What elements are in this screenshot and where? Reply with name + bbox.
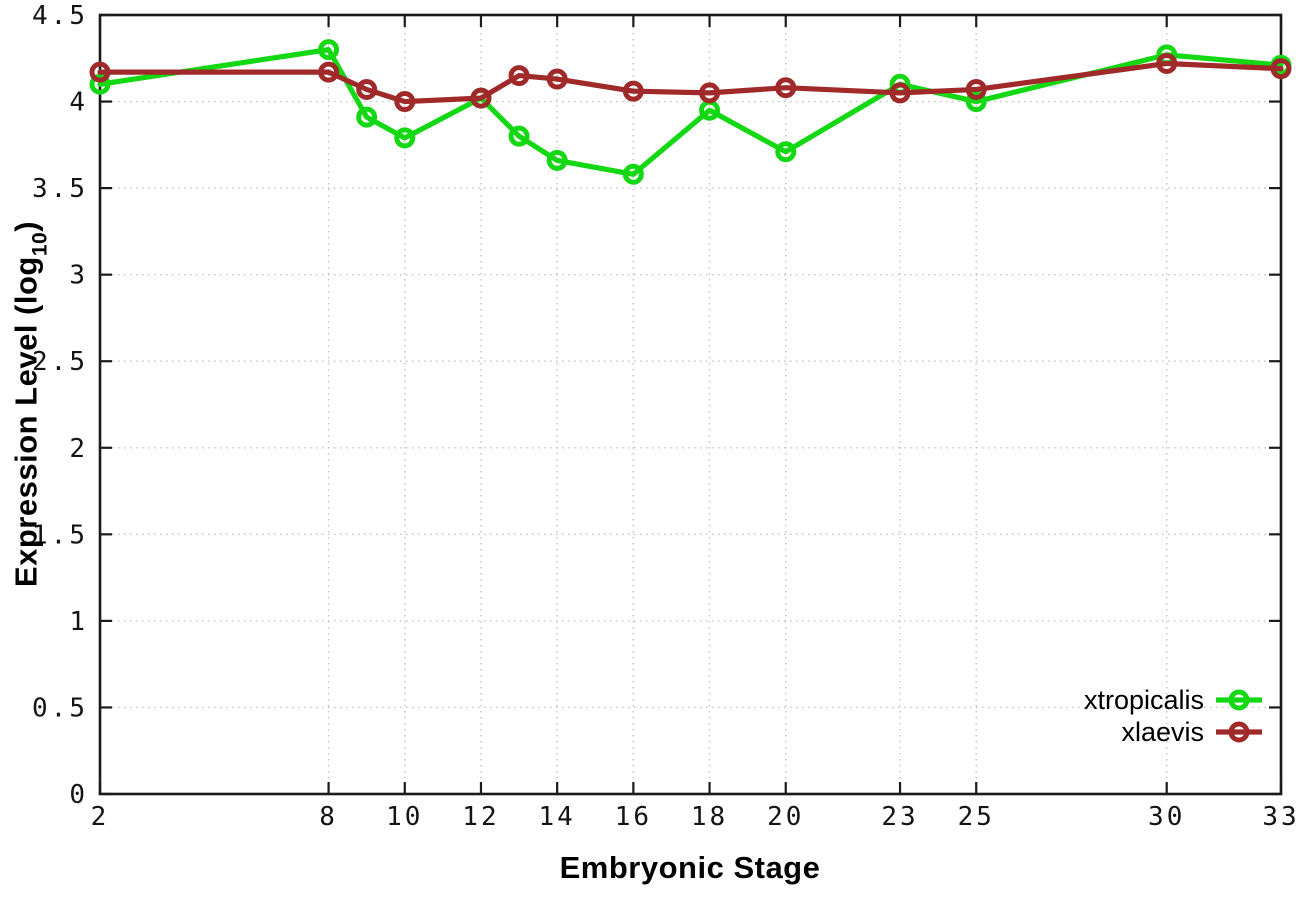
data-point-xlaevis-stage-33 <box>1270 58 1292 80</box>
legend-label-xlaevis: xlaevis <box>1121 716 1204 747</box>
y-tick-label: 2 <box>69 434 88 464</box>
y-tick-label: 4.5 <box>32 1 88 31</box>
data-point-xlaevis-stage-2 <box>89 61 111 83</box>
data-point-xtropicalis-stage-20 <box>775 141 797 163</box>
x-tick-label: 16 <box>615 802 652 832</box>
data-point-xtropicalis-stage-8 <box>318 39 340 61</box>
x-tick-label: 18 <box>691 802 728 832</box>
data-point-xtropicalis-stage-9 <box>356 106 378 128</box>
x-tick-label: 23 <box>881 802 918 832</box>
data-point-xlaevis-stage-25 <box>965 78 987 100</box>
y-tick-label: 3.5 <box>32 174 88 204</box>
data-point-xtropicalis-stage-16 <box>622 163 644 185</box>
y-tick-label: 1.5 <box>32 520 88 550</box>
data-point-xtropicalis-stage-10 <box>394 127 416 149</box>
y-tick-label: 0.5 <box>32 693 88 723</box>
x-tick-label: 30 <box>1148 802 1185 832</box>
x-tick-label: 33 <box>1262 802 1296 832</box>
data-point-xlaevis-stage-13 <box>508 65 530 87</box>
x-tick-label: 14 <box>539 802 576 832</box>
data-point-xtropicalis-stage-14 <box>546 149 568 171</box>
x-tick-label: 8 <box>319 802 338 832</box>
x-axis-title: Embryonic Stage <box>559 850 821 885</box>
legend-item-xlaevis: xlaevis <box>1121 717 1262 747</box>
legend: xtropicalis xlaevis <box>1084 685 1262 747</box>
y-tick-label: 1 <box>69 607 88 637</box>
y-tick-label: 2.5 <box>32 347 88 377</box>
data-point-xtropicalis-stage-25 <box>965 91 987 113</box>
data-point-xlaevis-stage-9 <box>356 78 378 100</box>
plot-border <box>98 13 1283 796</box>
data-point-xlaevis-stage-14 <box>546 68 568 90</box>
data-point-xlaevis-stage-23 <box>889 82 911 104</box>
series-line-xtropicalis <box>97 47 1284 177</box>
y-tick-label: 0 <box>69 780 88 810</box>
y-axis-title-subscript: 10 <box>28 231 52 257</box>
y-axis-title-text: Expression Level (log <box>8 256 44 588</box>
legend-label-xtropicalis: xtropicalis <box>1083 684 1204 715</box>
x-tick-label: 10 <box>386 802 423 832</box>
y-tick-label: 3 <box>69 261 88 291</box>
data-point-xlaevis-stage-18 <box>699 82 721 104</box>
data-point-xlaevis-stage-30 <box>1156 52 1178 74</box>
x-tick-label: 20 <box>767 802 804 832</box>
legend-item-xtropicalis: xtropicalis <box>1084 685 1262 715</box>
x-tick-label: 12 <box>462 802 499 832</box>
y-axis-title-close: ) <box>8 220 44 232</box>
x-tick-label: 25 <box>958 802 995 832</box>
data-point-xlaevis-stage-20 <box>775 77 797 99</box>
xtropicalis-marker-icon <box>1216 689 1262 711</box>
data-point-xlaevis-stage-16 <box>622 80 644 102</box>
xlaevis-marker-icon <box>1216 721 1262 743</box>
data-point-xlaevis-stage-10 <box>394 91 416 113</box>
data-point-xtropicalis-stage-2 <box>89 73 111 95</box>
x-tick-label: 2 <box>91 802 110 832</box>
data-point-xtropicalis-stage-13 <box>508 125 530 147</box>
y-tick-label: 4 <box>69 88 88 118</box>
data-point-xlaevis-stage-8 <box>318 61 340 83</box>
data-point-xlaevis-stage-12 <box>470 87 492 109</box>
y-axis-title: Expression Level (log10) <box>8 220 52 588</box>
